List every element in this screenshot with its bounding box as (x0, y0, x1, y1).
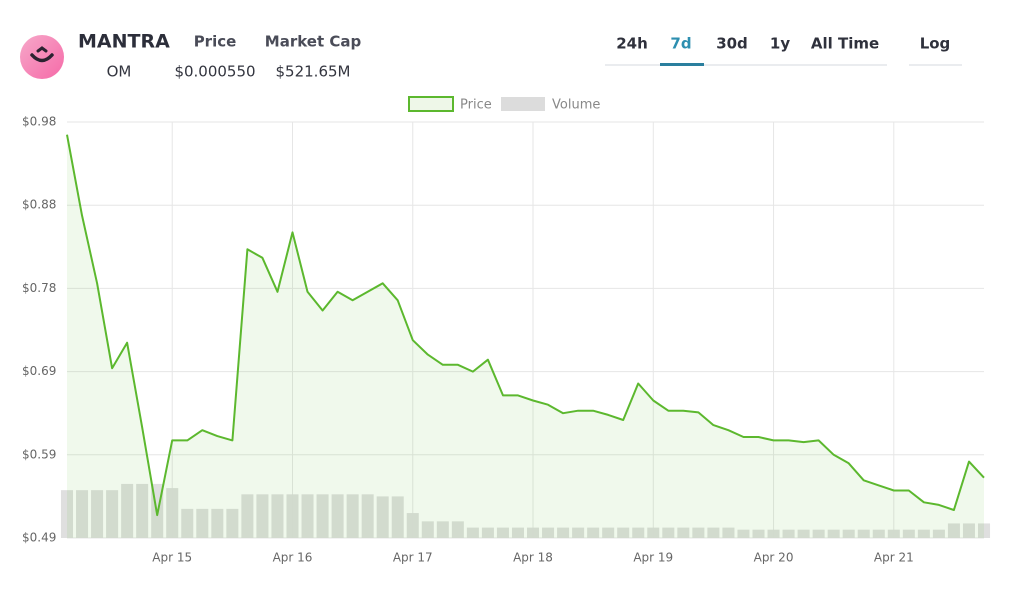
price-area (67, 134, 984, 538)
volume-bar (677, 527, 690, 538)
volume-bar (827, 529, 840, 538)
volume-bar (301, 494, 314, 538)
volume-bar (902, 529, 915, 538)
time-tab[interactable]: 1y (770, 35, 790, 53)
price-value: $0.000550 (174, 63, 255, 81)
volume-bar (121, 483, 134, 538)
volume-bar (707, 527, 720, 538)
volume-bar (617, 527, 630, 538)
volume-bar (872, 529, 885, 538)
volume-bar (496, 527, 509, 538)
volume-bar (451, 521, 464, 538)
y-tick-label: $0.59 (22, 447, 56, 461)
market-cap-label: Market Cap (265, 33, 362, 51)
volume-bar (662, 527, 675, 538)
y-tick-label: $0.49 (22, 531, 56, 545)
volume-bar (331, 494, 344, 538)
volume-bar (316, 494, 329, 538)
x-tick-label: Apr 15 (152, 551, 192, 565)
volume-bar (632, 527, 645, 538)
volume-bar (106, 490, 119, 538)
volume-bar (767, 529, 780, 538)
legend-label: Volume (552, 98, 600, 113)
y-tick-label: $0.78 (22, 281, 56, 295)
volume-bar (962, 523, 975, 538)
time-tab[interactable]: 24h (616, 35, 648, 53)
volume-bar (887, 529, 900, 538)
volume-bar (256, 494, 269, 538)
price-line (66, 134, 985, 517)
volume-bar (782, 529, 795, 538)
volume-bar (542, 527, 555, 538)
coin-symbol: OM (107, 63, 132, 81)
volume-bar (436, 521, 449, 538)
volume-bar (376, 496, 389, 538)
volume-bar (406, 513, 419, 538)
volume-bar (421, 521, 434, 538)
coin-name: MANTRA (78, 31, 170, 53)
volume-bar (241, 494, 254, 538)
volume-bar (361, 494, 374, 538)
legend-label: Price (460, 98, 492, 113)
time-tab[interactable]: 7d (670, 35, 691, 53)
time-tab[interactable]: 30d (716, 35, 748, 53)
x-tick-label: Apr 18 (513, 551, 553, 565)
volume-bar (797, 529, 810, 538)
volume-bar (226, 508, 239, 538)
legend-swatch (408, 96, 454, 112)
active-tab-underline (660, 63, 704, 66)
price-label: Price (194, 33, 237, 51)
volume-bar (196, 508, 209, 538)
volume-bar (812, 529, 825, 538)
volume-bar (211, 508, 224, 538)
volume-bar (136, 483, 149, 538)
y-tick-label: $0.69 (22, 364, 56, 378)
volume-bar (481, 527, 494, 538)
volume-bar (76, 490, 89, 538)
volume-bar (977, 523, 991, 538)
volume-bar (752, 529, 765, 538)
y-tick-label: $0.88 (22, 198, 56, 212)
volume-bar (346, 494, 359, 538)
y-tick-label: $0.98 (22, 115, 56, 129)
volume-bar (271, 494, 284, 538)
volume-bar (737, 529, 750, 538)
volume-bar (60, 490, 74, 538)
volume-bar (527, 527, 540, 538)
x-tick-label: Apr 21 (874, 551, 914, 565)
log-button[interactable]: Log (920, 35, 951, 53)
volume-bar (857, 529, 870, 538)
x-tick-label: Apr 19 (633, 551, 673, 565)
volume-bar (91, 490, 104, 538)
volume-bar (181, 508, 194, 538)
x-tick-label: Apr 16 (273, 551, 313, 565)
volume-bar (587, 527, 600, 538)
volume-bar (602, 527, 615, 538)
volume-bar (722, 527, 735, 538)
legend-swatch (501, 97, 545, 111)
volume-bar (286, 494, 299, 538)
volume-bar (932, 529, 945, 538)
volume-bar (842, 529, 855, 538)
volume-bar (917, 529, 930, 538)
market-cap-value: $521.65M (276, 63, 351, 81)
x-tick-label: Apr 20 (754, 551, 794, 565)
volume-bar (692, 527, 705, 538)
logo (20, 35, 64, 79)
volume-bar (466, 527, 479, 538)
volume-bar (391, 496, 404, 538)
volume-bar (511, 527, 524, 538)
volume-bar (572, 527, 585, 538)
volume-bar (947, 523, 960, 538)
time-tab[interactable]: All Time (811, 35, 879, 53)
x-tick-label: Apr 17 (393, 551, 433, 565)
volume-bar (166, 488, 179, 538)
volume-bar (647, 527, 660, 538)
volume-bar (557, 527, 570, 538)
